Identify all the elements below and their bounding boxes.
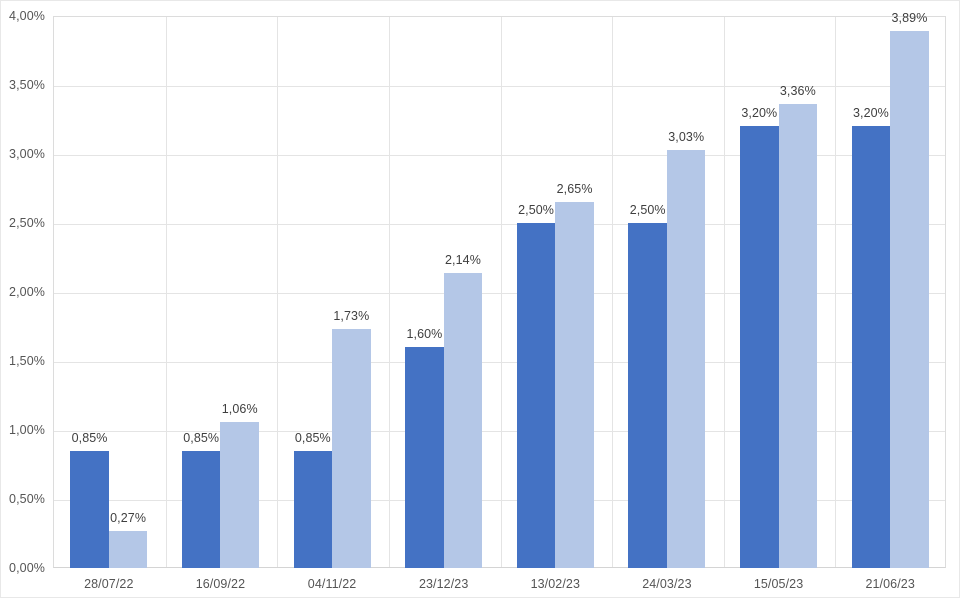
bar-series-2[interactable] <box>332 329 371 568</box>
x-axis-tick-label: 13/02/23 <box>530 577 581 591</box>
bar-data-label: 1,73% <box>333 309 370 324</box>
x-axis-tick-label: 23/12/23 <box>418 577 469 591</box>
bar-data-label: 2,65% <box>556 182 593 197</box>
gridline-horizontal <box>54 431 945 432</box>
gridline-category-divider <box>500 17 502 567</box>
bar-data-label: 1,06% <box>221 401 258 416</box>
bar-series-1[interactable] <box>405 347 444 568</box>
bar-data-label: 1,60% <box>406 327 443 342</box>
bar-series-1[interactable] <box>740 126 779 568</box>
x-axis-tick-label: 28/07/22 <box>84 577 134 591</box>
bar-group: 0,85% 1,06% <box>165 16 277 568</box>
x-axis-tick-label: 04/11/22 <box>307 577 357 591</box>
gridline-horizontal <box>54 224 945 225</box>
bar-series-2[interactable] <box>555 202 594 568</box>
bar-data-label: 2,50% <box>518 203 555 217</box>
bar-data-label: 0,85% <box>183 430 220 445</box>
bar-data-label: 3,03% <box>668 129 705 144</box>
y-axis-tick-label: 0,00% <box>9 561 45 575</box>
bar-group: 0,85% 0,27% <box>53 16 165 568</box>
y-axis-tick-label: 1,50% <box>9 354 45 368</box>
bar-series-2[interactable] <box>778 104 818 568</box>
bar-group: 2,50% 3,03% <box>611 16 723 568</box>
bar-data-label: 0,27% <box>110 510 147 525</box>
bar-group: 2,50% 2,65% <box>500 16 612 568</box>
x-axis-tick-label: 21/06/23 <box>865 577 915 591</box>
x-axis-tick-label: 24/03/23 <box>642 577 692 591</box>
bar-series-2[interactable] <box>666 149 706 568</box>
gridline-category-divider <box>723 17 725 567</box>
y-axis: 0,00% 0,50% 1,00% 1,50% 2,00% 2,50% 3,00% 3,50%… <box>1 1 53 597</box>
bar-series-2[interactable] <box>108 530 148 568</box>
gridline-horizontal <box>54 500 945 501</box>
bar-series-2[interactable] <box>443 272 483 568</box>
y-axis-tick-label: 2,00% <box>9 285 45 299</box>
bar-data-label: 2,14% <box>444 252 481 267</box>
x-axis: 28/07/22 16/09/22 04/11/22 23/12/23 13/02/23… <box>53 569 946 597</box>
bar-data-label: 2,50% <box>629 203 666 217</box>
bar-group: 0,85% 1,73% <box>276 16 388 568</box>
bar-series-2[interactable] <box>220 421 259 568</box>
y-axis-tick-label: 3,00% <box>9 147 45 161</box>
gridline-category-divider <box>165 17 167 567</box>
bar-series-1[interactable] <box>516 223 556 568</box>
bar-data-label: 3,20% <box>852 106 889 121</box>
bar-series-1[interactable] <box>293 450 333 568</box>
y-axis-tick-label: 2,50% <box>9 216 45 230</box>
gridline-horizontal <box>54 362 945 363</box>
bar-group: 3,20% 3,36% <box>723 16 835 568</box>
gridline-horizontal <box>54 155 945 156</box>
x-axis-tick-label: 16/09/22 <box>195 577 246 591</box>
bar-series-1[interactable] <box>70 450 109 568</box>
bar-group: 1,60% 2,14% <box>388 16 500 568</box>
gridline-category-divider <box>612 17 614 567</box>
bar-data-label: 0,85% <box>294 430 331 445</box>
bar-series-1[interactable] <box>181 450 221 568</box>
bar-data-label: 3,89% <box>891 11 928 26</box>
gridline-category-divider <box>277 17 279 567</box>
bar-data-label: 3,20% <box>741 106 778 121</box>
columns-layer: 0,85% 0,27% 0,85% 1,06% 0,85% 1,73% 1,60% 2,14%… <box>53 11 946 568</box>
gridline-horizontal <box>54 86 945 87</box>
bar-series-1[interactable] <box>628 223 667 568</box>
bar-group: 3,20% 3,89% <box>834 11 946 568</box>
gridline-category-divider <box>835 17 837 567</box>
y-axis-tick-label: 3,50% <box>9 78 45 92</box>
x-axis-tick-label: 15/05/23 <box>753 577 804 591</box>
bar-data-label: 0,85% <box>71 430 108 445</box>
bar-series-1[interactable] <box>851 126 891 568</box>
gridline-category-divider <box>388 17 390 567</box>
bar-data-label: 3,36% <box>779 84 816 99</box>
y-axis-tick-label: 1,00% <box>9 423 45 437</box>
y-axis-tick-label: 4,00% <box>9 9 45 23</box>
bar-series-2[interactable] <box>890 31 929 568</box>
y-axis-tick-label: 0,50% <box>9 492 45 506</box>
gridline-horizontal <box>54 293 945 294</box>
